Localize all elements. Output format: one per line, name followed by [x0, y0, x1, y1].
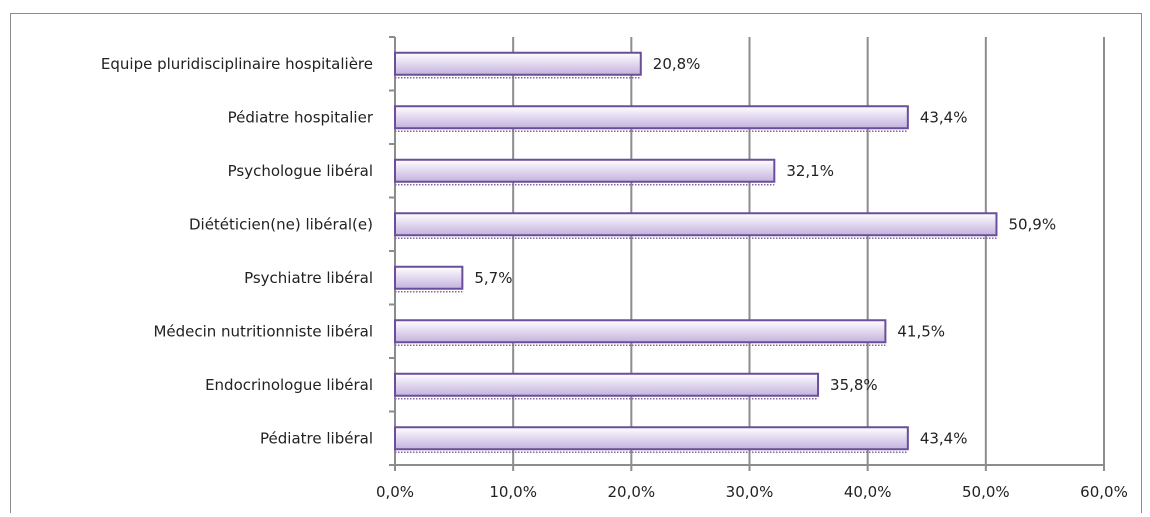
x-tick-label: 10,0% — [489, 483, 537, 501]
category-label: Pédiatre libéral — [260, 429, 373, 447]
x-tick-label: 60,0% — [1080, 483, 1128, 501]
category-label: Psychologue libéral — [228, 162, 373, 180]
value-label: 20,8% — [653, 55, 701, 73]
category-label: Diététicien(ne) libéral(e) — [189, 215, 373, 233]
category-label: Médecin nutritionniste libéral — [153, 322, 373, 340]
category-label: Endocrinologue libéral — [205, 376, 373, 394]
bar — [394, 158, 776, 183]
bar — [394, 105, 909, 130]
category-label: Pédiatre hospitalier — [228, 108, 374, 126]
bar — [394, 51, 642, 76]
bar — [394, 372, 820, 397]
category-label: Equipe pluridisciplinaire hospitalière — [101, 55, 373, 73]
value-label: 43,4% — [920, 108, 968, 126]
x-tick-label: 0,0% — [376, 483, 414, 501]
bar — [394, 426, 909, 451]
bar — [394, 212, 998, 237]
value-label: 43,4% — [920, 429, 968, 447]
value-label: 50,9% — [1008, 215, 1056, 233]
x-tick-label: 40,0% — [844, 483, 892, 501]
value-label: 35,8% — [830, 376, 878, 394]
axes — [389, 36, 1105, 471]
value-label: 32,1% — [786, 162, 834, 180]
category-label: Psychiatre libéral — [244, 269, 373, 287]
x-tick-label: 30,0% — [726, 483, 774, 501]
labels: 0,0% 10,0% 20,0% 30,0% 40,0% 50,0% 60,0% Equipe… — [101, 55, 1128, 501]
value-label: 41,5% — [897, 322, 945, 340]
bars — [394, 51, 998, 453]
bar — [394, 265, 464, 290]
value-label: 5,7% — [474, 269, 512, 287]
x-tick-label: 20,0% — [608, 483, 656, 501]
x-tick-label: 50,0% — [962, 483, 1010, 501]
gridlines — [512, 37, 1105, 465]
bar — [394, 319, 887, 344]
